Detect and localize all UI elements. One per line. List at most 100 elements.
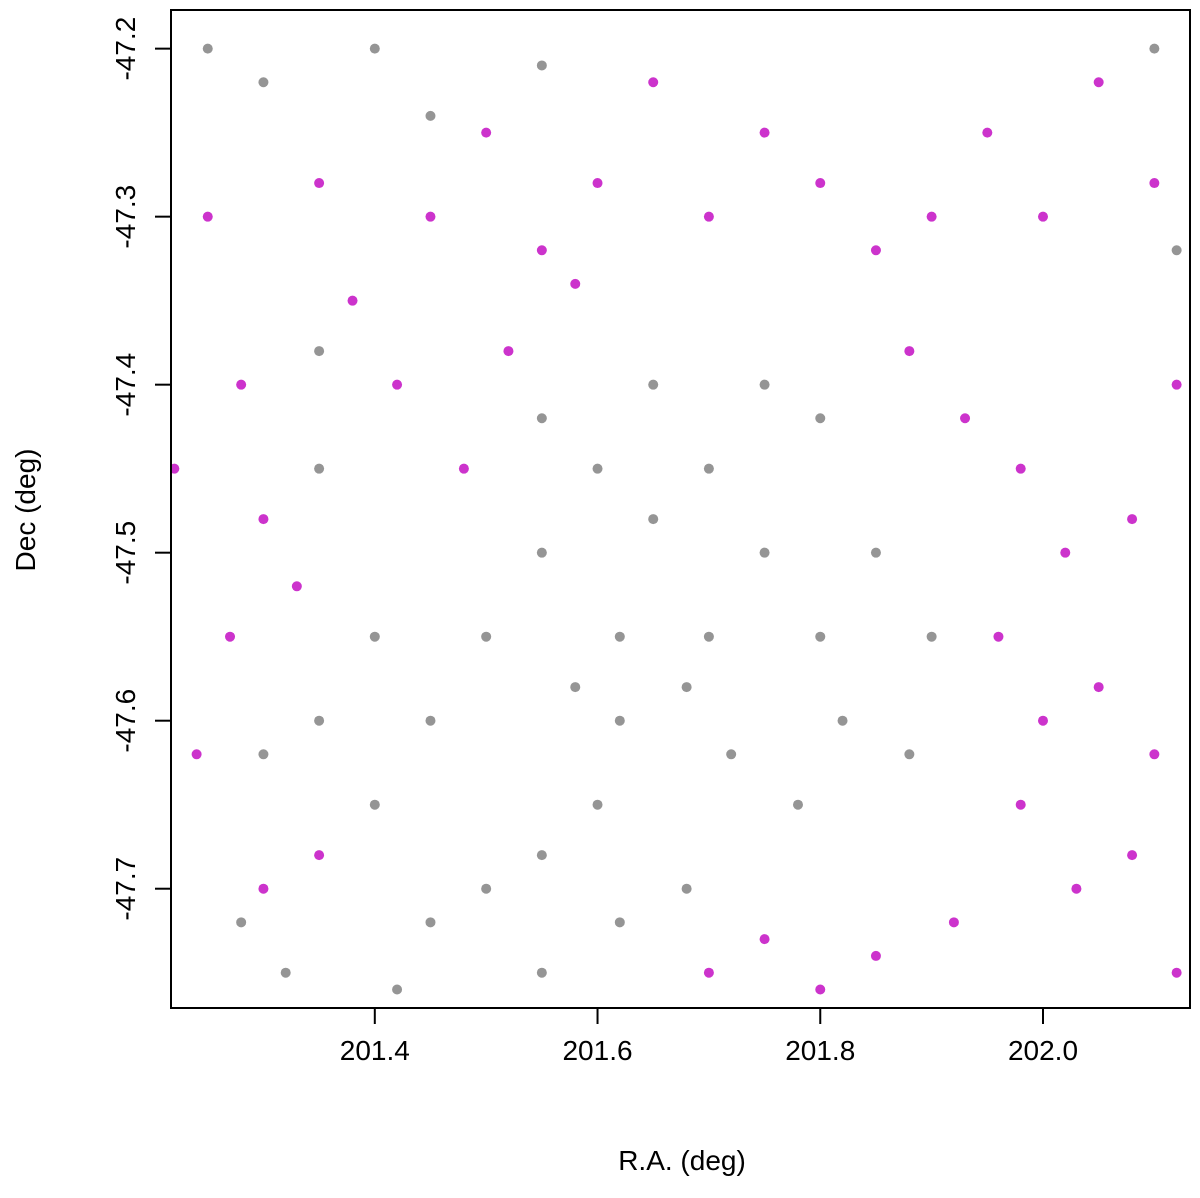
point [191,749,202,760]
point [369,799,380,810]
point [225,631,236,642]
point [815,413,826,424]
point [1093,77,1104,88]
point [759,379,770,390]
point [258,514,269,525]
point [1037,211,1048,222]
point [481,127,492,138]
point [592,799,603,810]
point [614,917,625,928]
point [1060,547,1071,558]
y-axis-title: Dec (deg) [10,449,41,572]
point [258,883,269,894]
point [1127,850,1138,861]
point [314,850,325,861]
point [870,547,881,558]
point [280,967,291,978]
point [425,211,436,222]
point [759,127,770,138]
point [425,715,436,726]
point [202,211,213,222]
point [614,715,625,726]
point [1015,799,1026,810]
point [536,413,547,424]
point [993,631,1004,642]
point [614,631,625,642]
point [536,547,547,558]
point [592,178,603,189]
point [369,631,380,642]
point [1037,715,1048,726]
point [236,379,247,390]
point [392,379,403,390]
point [904,749,915,760]
point [703,967,714,978]
y-tick-label: -47.2 [110,17,141,81]
point [815,178,826,189]
point [1149,178,1160,189]
point [503,346,514,357]
point [1127,514,1138,525]
point [314,346,325,357]
y-tick-label: -47.7 [110,857,141,921]
point [481,883,492,894]
point [1171,245,1182,256]
plot-frame [170,9,1191,1009]
point [536,967,547,978]
point [926,631,937,642]
point [291,581,302,592]
point [258,749,269,760]
point [1093,682,1104,693]
y-tick-label: -47.4 [110,353,141,417]
point [681,883,692,894]
point [1015,463,1026,474]
point [1071,883,1082,894]
point [314,715,325,726]
point [425,917,436,928]
point [703,463,714,474]
point [1149,749,1160,760]
point [982,127,993,138]
x-tick-label: 201.8 [785,1035,855,1066]
point [536,245,547,256]
point [926,211,937,222]
x-tick-label: 201.6 [562,1035,632,1066]
point [536,60,547,71]
point [314,463,325,474]
point [592,463,603,474]
point [1149,43,1160,54]
point [648,379,659,390]
point [570,682,581,693]
point [815,631,826,642]
point [792,799,803,810]
point [904,346,915,357]
point [347,295,358,306]
point [648,77,659,88]
x-tick-label: 202.0 [1008,1035,1078,1066]
point [759,547,770,558]
point [1171,379,1182,390]
point [681,682,692,693]
point [759,934,770,945]
point [314,178,325,189]
point [703,631,714,642]
point [837,715,848,726]
x-tick-label: 201.4 [340,1035,410,1066]
point [648,514,659,525]
point [202,43,213,54]
point [870,245,881,256]
point [703,211,714,222]
point [815,984,826,995]
point [570,278,581,289]
point [171,463,180,474]
point [536,850,547,861]
point [258,77,269,88]
y-tick-label: -47.5 [110,521,141,585]
point [369,43,380,54]
plot-points [171,43,1182,995]
point [726,749,737,760]
point [948,917,959,928]
y-tick-label: -47.6 [110,689,141,753]
point [960,413,971,424]
